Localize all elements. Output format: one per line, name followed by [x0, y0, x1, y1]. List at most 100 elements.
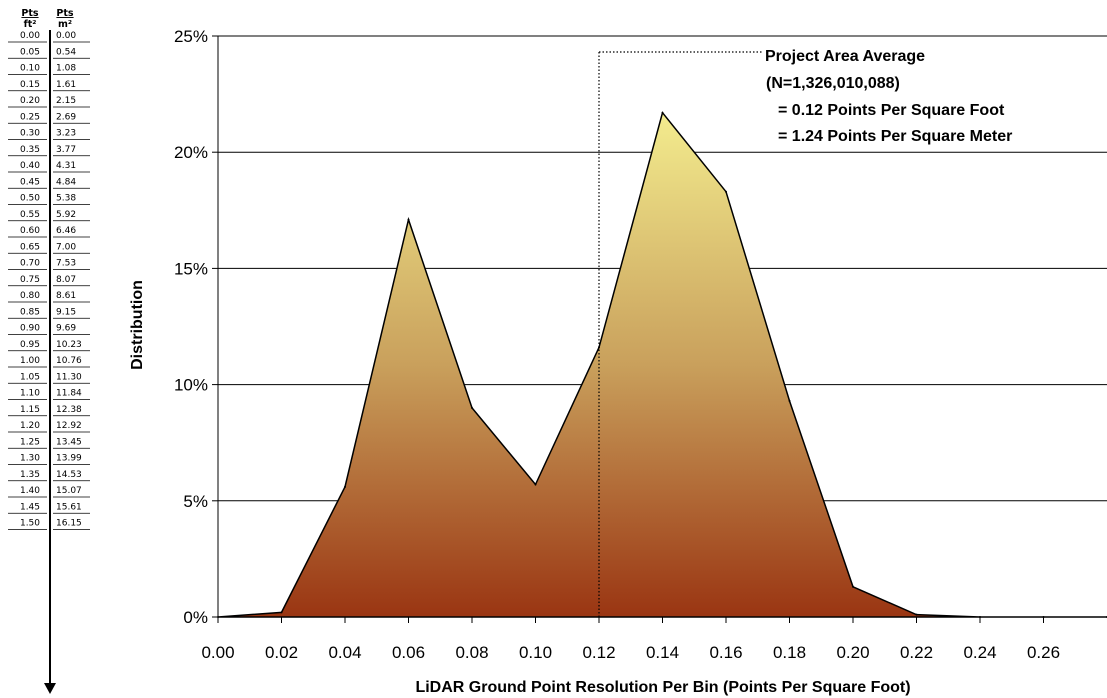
conversion-value-ft: 0.95	[20, 340, 40, 350]
conversion-value-ft: 0.15	[20, 80, 40, 90]
conversion-value-m: 4.31	[56, 161, 76, 171]
conversion-value-m: 4.84	[56, 177, 76, 187]
x-tick-label: 0.24	[963, 643, 996, 662]
conversion-value-m: 9.15	[56, 307, 76, 317]
conversion-value-m: 16.15	[56, 519, 82, 529]
conversion-value-ft: 0.55	[20, 210, 40, 220]
conversion-value-m: 14.53	[56, 470, 82, 480]
annotation-title: Project Area Average	[765, 48, 925, 65]
y-tick-label: 25%	[174, 27, 208, 46]
x-tick-label: 0.04	[328, 643, 361, 662]
conversion-value-m: 2.15	[56, 96, 76, 106]
conversion-value-ft: 1.35	[20, 470, 40, 480]
conversion-value-m: 1.61	[56, 80, 76, 90]
conversion-value-m: 1.08	[56, 64, 76, 74]
conversion-value-m: 9.69	[56, 324, 76, 334]
conversion-value-m: 7.00	[56, 242, 76, 252]
data-point	[725, 190, 727, 193]
data-point	[344, 485, 346, 488]
conversion-value-ft: 1.10	[20, 389, 40, 399]
y-tick-label: 15%	[174, 259, 208, 278]
x-tick-label: 0.18	[773, 643, 806, 662]
conversion-value-ft: 0.25	[20, 112, 40, 122]
conversion-value-m: 11.84	[56, 389, 82, 399]
conversion-value-ft: 0.05	[20, 47, 40, 57]
x-tick-label: 0.22	[900, 643, 933, 662]
conversion-header-ft: Pts	[21, 8, 39, 19]
conversion-value-m: 11.30	[56, 372, 82, 382]
conversion-value-m: 10.76	[56, 356, 82, 366]
conversion-value-ft: 0.10	[20, 64, 40, 74]
conversion-value-ft: 0.80	[20, 291, 40, 301]
data-point	[915, 613, 918, 616]
annotation-count: (N=1,326,010,088)	[766, 75, 900, 92]
conversion-value-ft: 0.85	[20, 307, 40, 317]
conversion-value-m: 15.61	[56, 502, 82, 512]
data-point	[979, 616, 981, 618]
x-tick-label: 0.10	[519, 643, 552, 662]
conversion-value-ft: 1.05	[20, 372, 40, 382]
conversion-value-ft: 0.35	[20, 145, 40, 155]
conversion-value-ft: 0.20	[20, 96, 40, 106]
annotation-per-foot: = 0.12 Points Per Square Foot	[778, 102, 1005, 119]
conversion-table: Pts ft² Pts m² 0.00 0.00 0.05 0.54 0.10 1.08 0…	[8, 8, 90, 694]
conversion-value-m: 10.23	[56, 340, 82, 350]
x-tick-label: 0.14	[646, 643, 679, 662]
y-tick-label: 10%	[174, 376, 208, 395]
y-axis-title: Distribution	[129, 280, 146, 370]
conversion-value-m: 5.92	[56, 210, 76, 220]
x-axis-title: LiDAR Ground Point Resolution Per Bin (P…	[415, 679, 910, 696]
conversion-value-ft: 0.50	[20, 194, 40, 204]
conversion-value-ft: 0.40	[20, 161, 40, 171]
data-point	[471, 406, 473, 409]
conversion-value-ft: 1.00	[20, 356, 40, 366]
conversion-value-ft: 0.90	[20, 324, 40, 334]
conversion-value-ft: 1.45	[20, 502, 40, 512]
x-tick-label: 0.20	[836, 643, 869, 662]
conversion-value-ft: 0.75	[20, 275, 40, 285]
conversion-value-m: 13.45	[56, 437, 82, 447]
annotation-per-meter: = 1.24 Points Per Square Meter	[778, 128, 1012, 145]
conversion-value-m: 5.38	[56, 194, 76, 204]
conversion-value-m: 0.00	[56, 31, 76, 41]
data-point	[661, 111, 664, 114]
conversion-value-m: 3.77	[56, 145, 76, 155]
conversion-value-ft: 1.50	[20, 519, 40, 529]
conversion-value-ft: 1.15	[20, 405, 40, 415]
y-tick-label: 20%	[174, 143, 208, 162]
conversion-value-m: 13.99	[56, 454, 82, 464]
conversion-value-m: 8.61	[56, 291, 76, 301]
conversion-value-m: 12.92	[56, 421, 82, 431]
conversion-value-ft: 0.30	[20, 129, 40, 139]
data-point	[852, 585, 854, 588]
conversion-value-m: 6.46	[56, 226, 76, 236]
data-point	[598, 346, 600, 349]
conversion-value-m: 2.69	[56, 112, 76, 122]
conversion-value-ft: 0.45	[20, 177, 40, 187]
data-point	[280, 611, 283, 614]
conversion-value-ft: 0.00	[20, 31, 40, 41]
conversion-value-m: 8.07	[56, 275, 76, 285]
x-tick-label: 0.08	[455, 643, 488, 662]
conversion-value-ft: 0.65	[20, 242, 40, 252]
data-point	[217, 616, 219, 618]
conversion-value-ft: 1.20	[20, 421, 40, 431]
data-point	[534, 483, 537, 486]
conversion-value-m: 15.07	[56, 486, 82, 496]
conversion-value-ft: 1.25	[20, 437, 40, 447]
conversion-value-ft: 0.70	[20, 259, 40, 269]
data-point	[1042, 616, 1045, 618]
y-tick-label: 0%	[183, 608, 208, 627]
conversion-value-ft: 1.30	[20, 454, 40, 464]
arrow-down-icon	[44, 683, 56, 694]
conversion-header-ft-unit: ft²	[24, 19, 37, 30]
conversion-value-m: 12.38	[56, 405, 82, 415]
y-tick-label: 5%	[183, 492, 208, 511]
distribution-area	[217, 111, 1107, 618]
conversion-value-ft: 0.60	[20, 226, 40, 236]
x-tick-label: 0.12	[582, 643, 615, 662]
x-tick-label: 0.26	[1027, 643, 1060, 662]
conversion-value-m: 7.53	[56, 259, 76, 269]
data-point	[788, 399, 791, 402]
